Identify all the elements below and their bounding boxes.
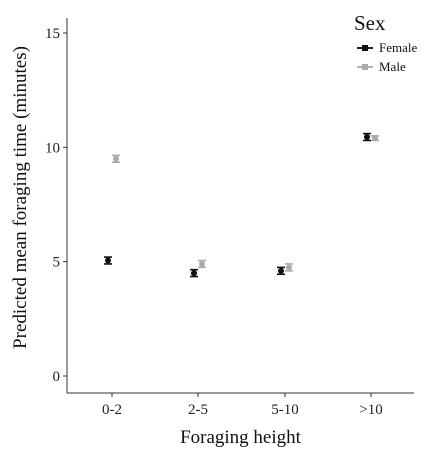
legend-key-marker	[362, 45, 368, 51]
legend: Sex Female Male	[354, 11, 417, 74]
x-tick-label: >10	[359, 402, 382, 418]
data-point	[278, 267, 284, 274]
y-tick-label: 5	[53, 255, 61, 271]
x-ticks: 0-2 2-5 5-10 >10	[102, 393, 383, 418]
series-female	[104, 132, 371, 278]
x-tick-label: 5-10	[271, 402, 299, 418]
data-point	[191, 270, 197, 277]
y-tick-label: 0	[53, 369, 61, 385]
data-point	[364, 134, 370, 141]
data-point	[286, 264, 292, 271]
data-point	[113, 155, 119, 162]
data-point	[105, 257, 111, 264]
x-tick-label: 2-5	[188, 402, 208, 418]
data-point	[372, 135, 378, 142]
axes	[66, 18, 414, 394]
series-male	[112, 135, 379, 272]
x-axis-title: Foraging height	[180, 427, 302, 448]
y-tick-label: 15	[45, 26, 60, 42]
y-axis-title: Predicted mean foraging time (minutes)	[10, 46, 31, 349]
x-tick-label: 0-2	[102, 402, 122, 418]
legend-label-male: Male	[379, 59, 406, 74]
legend-title: Sex	[354, 11, 386, 35]
y-tick-label: 10	[45, 140, 60, 156]
data-marks	[104, 132, 379, 278]
y-ticks: 0 5 10 15	[45, 26, 67, 385]
data-point	[199, 260, 205, 267]
legend-key-marker	[362, 64, 368, 70]
legend-label-female: Female	[379, 40, 417, 55]
